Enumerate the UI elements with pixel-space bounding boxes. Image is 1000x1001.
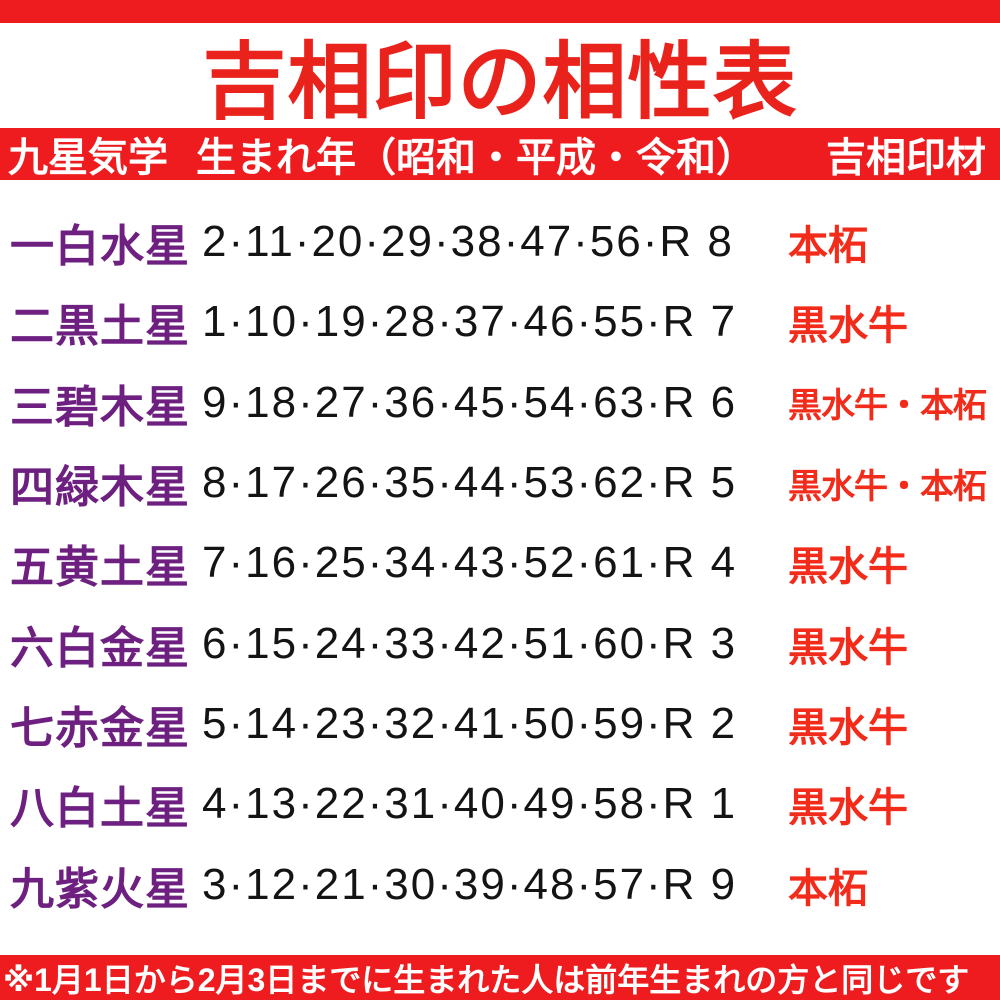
- top-red-bar: [0, 0, 1000, 23]
- birth-years: 2·11·20·29·38·47·56·R 8: [202, 217, 734, 267]
- star-name: 三碧木星: [10, 382, 190, 432]
- header-years-column: 生まれ年（昭和・平成・令和）: [196, 136, 756, 180]
- birth-years: 1·10·19·28·37·46·55·R 7: [202, 297, 738, 347]
- star-name: 一白水星: [10, 222, 190, 272]
- material-name: 黒水牛: [788, 786, 908, 831]
- table-row: 一白水星 2·11·20·29·38·47·56·R 8 本柘: [10, 202, 988, 282]
- material-name: 黒水牛・本柘: [788, 467, 987, 506]
- table-row: 七赤金星 5·14·23·32·41·50·59·R 2 黒水牛: [10, 684, 988, 764]
- star-name: 九紫火星: [10, 864, 190, 914]
- table-rows: 一白水星 2·11·20·29·38·47·56·R 8 本柘 二黒土星 1·1…: [0, 180, 1000, 955]
- birth-years: 7·16·25·34·43·52·61·R 4: [202, 538, 738, 588]
- material-name: 黒水牛: [788, 304, 908, 349]
- birth-years: 3·12·21·30·39·48·57·R 9: [202, 859, 738, 909]
- birth-years: 6·15·24·33·42·51·60·R 3: [202, 618, 738, 668]
- table-row: 八白土星 4·13·22·31·40·49·58·R 1 黒水牛: [10, 764, 988, 844]
- star-name: 二黒土星: [10, 302, 190, 352]
- table-row: 三碧木星 9·18·27·36·45·54·63·R 6 黒水牛・本柘: [10, 363, 988, 443]
- material-name: 黒水牛: [788, 706, 908, 751]
- birth-years: 9·18·27·36·45·54·63·R 6: [202, 377, 738, 427]
- footnote-bar: ※1月1日から2月3日までに生まれた人は前年生まれの方と同じです: [0, 955, 1000, 1000]
- header-star-column: 九星気学: [8, 136, 168, 180]
- table-header-bar: 九星気学 生まれ年（昭和・平成・令和） 吉相印材: [0, 128, 1000, 180]
- material-name: 本柘: [788, 224, 868, 269]
- birth-years: 8·17·26·35·44·53·62·R 5: [202, 458, 738, 508]
- star-name: 七赤金星: [10, 704, 190, 754]
- material-name: 黒水牛: [788, 625, 908, 670]
- material-name: 黒水牛・本柘: [788, 387, 987, 426]
- birth-years: 5·14·23·32·41·50·59·R 2: [202, 699, 738, 749]
- star-name: 六白金星: [10, 623, 190, 673]
- star-name: 四緑木星: [10, 463, 190, 513]
- birth-years: 4·13·22·31·40·49·58·R 1: [202, 779, 738, 829]
- header-material-column: 吉相印材: [826, 136, 986, 180]
- table-row: 五黄土星 7·16·25·34·43·52·61·R 4 黒水牛: [10, 523, 988, 603]
- page-title: 吉相印の相性表: [202, 35, 798, 129]
- star-name: 五黄土星: [10, 543, 190, 593]
- material-name: 黒水牛: [788, 545, 908, 590]
- footnote-text: ※1月1日から2月3日までに生まれた人は前年生まれの方と同じです: [3, 961, 970, 998]
- table-row: 九紫火星 3·12·21·30·39·48·57·R 9 本柘: [10, 845, 988, 925]
- material-name: 本柘: [788, 866, 868, 911]
- star-name: 八白土星: [10, 784, 190, 834]
- table-row: 二黒土星 1·10·19·28·37·46·55·R 7 黒水牛: [10, 282, 988, 362]
- table-row: 六白金星 6·15·24·33·42·51·60·R 3 黒水牛: [10, 604, 988, 684]
- table-row: 四緑木星 8·17·26·35·44·53·62·R 5 黒水牛・本柘: [10, 443, 988, 523]
